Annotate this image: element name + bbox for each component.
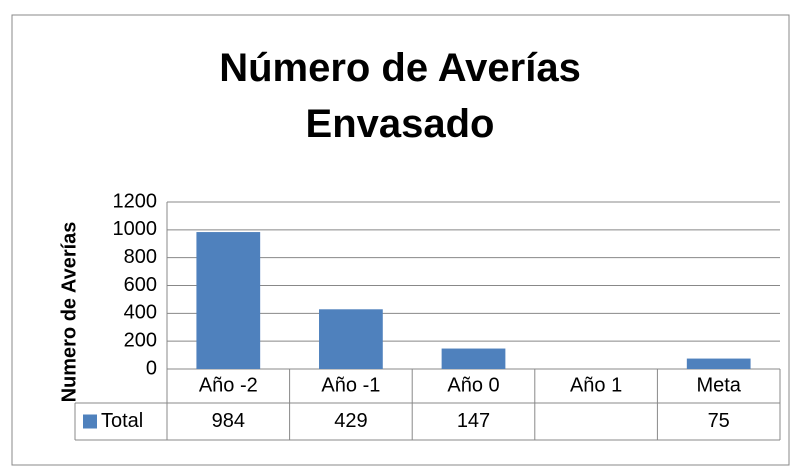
x-tick-label: Año -1 <box>321 374 380 396</box>
x-tick-label: Año 1 <box>570 374 622 396</box>
x-tick-label: Año 0 <box>447 374 499 396</box>
y-tick-label: 1000 <box>113 218 158 240</box>
y-tick-label: 800 <box>124 246 157 268</box>
table-value: 75 <box>708 410 730 432</box>
y-tick-label: 1200 <box>113 190 158 212</box>
x-tick-label: Meta <box>696 374 741 396</box>
y-tick-label: 600 <box>124 274 157 296</box>
legend-swatch <box>83 414 97 429</box>
table-value: 984 <box>212 410 245 432</box>
table-value: 147 <box>457 410 490 432</box>
y-tick-label: 0 <box>146 357 157 379</box>
chart-title: Número de Averías Envasado <box>219 46 581 146</box>
bar <box>319 309 383 369</box>
table-value: 429 <box>334 410 367 432</box>
legend-label: Total <box>101 410 143 432</box>
y-axis-label: Numero de Averías <box>58 222 80 403</box>
bar <box>441 348 506 369</box>
bar <box>196 232 261 369</box>
chart-border <box>11 14 790 466</box>
y-tick-label: 200 <box>124 329 157 351</box>
x-tick-label: Año -2 <box>199 374 258 396</box>
bar <box>686 358 751 369</box>
y-tick-label: 400 <box>124 302 157 324</box>
